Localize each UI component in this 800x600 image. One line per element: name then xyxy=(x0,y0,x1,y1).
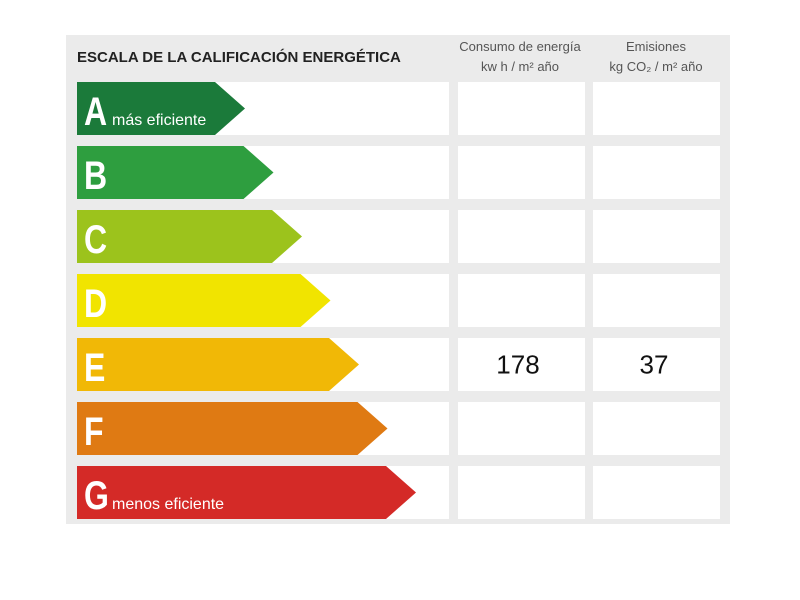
column-unit: kg CO₂ / m² año xyxy=(609,59,702,74)
rating-arrow xyxy=(77,210,302,263)
rating-letter: F xyxy=(84,409,104,454)
value-cell xyxy=(593,274,720,327)
rating-note: menos eficiente xyxy=(112,496,224,513)
column-unit: kw h / m² año xyxy=(481,59,559,74)
rating-arrow xyxy=(77,338,359,391)
value-cell xyxy=(593,210,720,263)
value-cell xyxy=(593,146,720,199)
rating-letter: C xyxy=(84,217,107,262)
value-cell xyxy=(458,466,585,519)
rating-arrow xyxy=(77,402,388,455)
value-cell xyxy=(593,466,720,519)
consumption-value: 178 xyxy=(496,350,539,380)
rating-letter: G xyxy=(84,473,109,518)
rating-arrow xyxy=(77,466,416,519)
rating-arrow xyxy=(77,146,274,199)
rating-note: más eficiente xyxy=(112,112,206,129)
rating-arrow xyxy=(77,274,331,327)
value-cell xyxy=(458,338,585,391)
emissions-value: 37 xyxy=(640,350,669,380)
value-cell xyxy=(458,402,585,455)
rating-letter: A xyxy=(84,89,107,134)
rating-letter: D xyxy=(84,281,107,326)
value-cell xyxy=(593,402,720,455)
column-header: Emisiones xyxy=(626,39,686,54)
value-cell xyxy=(593,82,720,135)
column-header: Consumo de energía xyxy=(459,39,581,54)
value-cell xyxy=(458,210,585,263)
value-cell xyxy=(458,82,585,135)
rating-letter: E xyxy=(84,345,105,390)
rating-letter: B xyxy=(84,153,107,198)
label-title: ESCALA DE LA CALIFICACIÓN ENERGÉTICA xyxy=(77,48,401,66)
rating-arrow xyxy=(77,82,245,135)
value-cell xyxy=(458,274,585,327)
value-cell xyxy=(458,146,585,199)
value-cell xyxy=(593,338,720,391)
